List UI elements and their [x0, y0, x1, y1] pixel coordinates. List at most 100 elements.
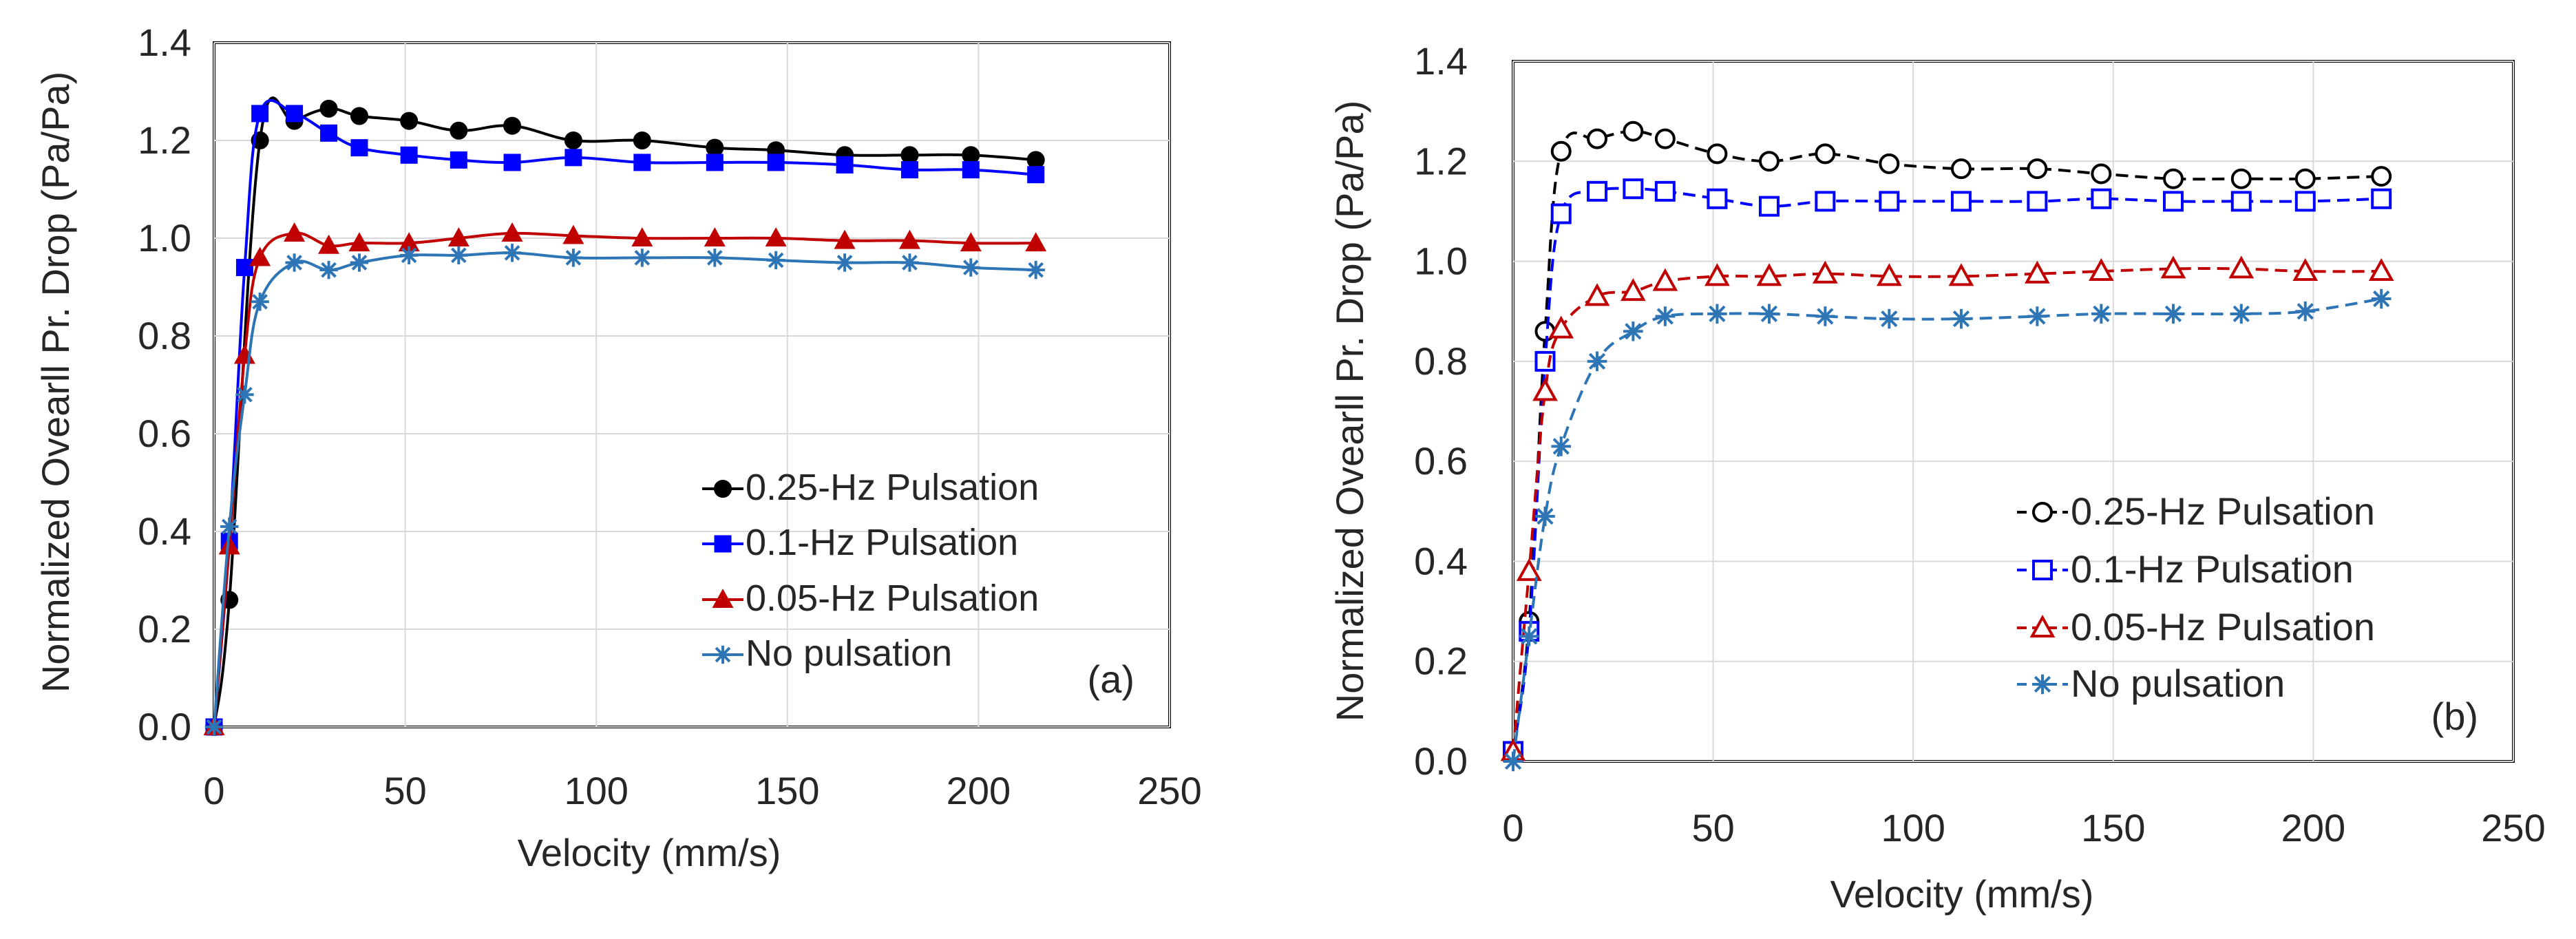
data-point-a-3-11	[633, 249, 652, 267]
data-point-a-2-12	[704, 227, 726, 247]
y-tick-label-b-0: 0.0	[1414, 739, 1468, 783]
data-point-b-2-9	[1812, 260, 1838, 284]
legend-swatch-b-2	[2017, 614, 2068, 637]
legend-entry-a-1: 0.1-Hz Pulsation	[702, 522, 1018, 563]
data-point-a-1-15	[900, 161, 918, 179]
legend-marker-b-1	[2032, 560, 2053, 580]
data-point-a-0-4	[319, 99, 338, 118]
data-point-b-0-9	[1815, 143, 1836, 165]
data-point-a-2-9	[501, 222, 523, 242]
data-point-b-3-11	[1951, 308, 1972, 329]
x-tick-label-b-4: 200	[2281, 806, 2345, 850]
data-point-a-3-13	[766, 251, 785, 270]
grid-b	[1512, 61, 2514, 762]
data-point-b-2-8	[1756, 263, 1782, 286]
data-point-b-1-3	[1550, 203, 1572, 224]
legend-marker-b-0	[2032, 502, 2053, 523]
data-point-a-1-3	[251, 105, 269, 123]
data-point-b-1-16	[2294, 191, 2316, 212]
legend-marker-a-3	[713, 645, 732, 664]
data-point-a-2-8	[447, 227, 469, 247]
x-tick-labels-a: 0 50 100 150 200 250	[203, 769, 1201, 812]
data-point-b-2-6	[1652, 268, 1678, 291]
y-tick-label-b-4: 0.8	[1414, 339, 1468, 383]
data-point-b-0-12	[2027, 158, 2048, 180]
data-point-a-2-17	[1025, 232, 1047, 252]
legend-label-a-2: 0.05-Hz Pulsation	[746, 578, 1039, 619]
data-point-b-2-13	[2089, 258, 2114, 282]
data-point-b-1-6	[1654, 180, 1676, 202]
data-point-a-1-16	[962, 161, 980, 179]
legend-label-b-2: 0.05-Hz Pulsation	[2071, 605, 2375, 648]
data-point-a-1-12	[706, 154, 724, 171]
data-point-a-3-17	[1026, 260, 1045, 279]
x-tick-label-a-2: 100	[564, 769, 628, 812]
data-point-a-3-16	[962, 258, 980, 277]
data-point-b-0-11	[1950, 158, 1972, 180]
data-point-a-0-8	[503, 116, 522, 135]
data-point-a-2-10	[562, 224, 584, 244]
data-point-b-3-9	[1815, 306, 1835, 326]
data-point-a-2-1	[218, 535, 240, 555]
y-tick-label-a-0: 0.0	[138, 705, 191, 748]
data-point-b-1-14	[2162, 191, 2184, 212]
data-point-b-1-15	[2230, 191, 2252, 212]
data-point-a-1-7	[400, 146, 418, 164]
data-point-a-3-10	[564, 249, 583, 267]
legend-marker-a-0	[714, 480, 732, 498]
data-point-a-3-9	[503, 244, 522, 262]
x-tick-label-a-3: 150	[755, 769, 819, 812]
x-tick-label-a-1: 50	[383, 769, 426, 812]
legend-entry-b-2: 0.05-Hz Pulsation	[2017, 605, 2375, 648]
data-point-b-3-17	[2371, 288, 2392, 309]
legend-swatch-a-2	[702, 589, 743, 609]
data-point-a-2-13	[765, 227, 787, 247]
data-point-b-0-10	[1879, 153, 1900, 174]
y-tick-label-b-2: 0.4	[1414, 539, 1468, 582]
data-point-b-0-17	[2371, 166, 2392, 187]
legend-label-a-0: 0.25-Hz Pulsation	[746, 467, 1039, 508]
legend-marker-a-2	[712, 589, 734, 609]
panel-label-b: (b)	[2431, 695, 2478, 738]
data-point-b-2-12	[2025, 260, 2050, 284]
data-point-b-0-15	[2230, 168, 2252, 189]
y-tick-label-a-7: 1.4	[138, 21, 191, 64]
legend-label-b-1: 0.1-Hz Pulsation	[2071, 547, 2354, 591]
data-point-b-3-1	[1519, 626, 1539, 646]
x-tick-label-a-4: 200	[947, 769, 1011, 812]
data-point-a-0-11	[706, 138, 724, 157]
data-point-b-3-7	[1707, 304, 1727, 324]
x-axis-label-b: Velocity (mm/s)	[1830, 872, 2094, 916]
data-point-b-2-1	[1516, 558, 1542, 581]
x-axis-label-a: Velocity (mm/s)	[518, 831, 781, 874]
data-point-b-2-2	[1532, 378, 1558, 401]
data-point-b-3-16	[2295, 301, 2316, 321]
y-tick-label-b-6: 1.2	[1414, 139, 1468, 182]
data-point-a-0-5	[350, 107, 368, 125]
series-group-a	[203, 96, 1047, 737]
plot-area-b	[1512, 60, 2515, 763]
x-tick-label-b-2: 100	[1881, 806, 1945, 850]
chart-panel-b: 0 50 100 150 200 250 0.0 0.2 0.4 0.6 0.8 1.0 1.2 1.4…	[1328, 39, 2546, 916]
data-point-b-0-13	[2091, 163, 2112, 184]
data-point-b-3-8	[1759, 304, 1780, 324]
data-point-b-2-7	[1704, 263, 1730, 286]
y-tick-labels-a: 0.0 0.2 0.4 0.6 0.8 1.0 1.2 1.4	[138, 21, 191, 748]
legend-marker-a-1	[714, 535, 732, 553]
data-point-a-3-8	[450, 246, 468, 265]
legend-a: 0.25-Hz Pulsation 0.1-Hz Pulsation 0.05-…	[702, 467, 1039, 674]
data-point-b-2-3	[1548, 315, 1574, 339]
data-point-b-3-6	[1655, 306, 1676, 326]
data-point-b-0-5	[1623, 120, 1644, 142]
data-point-a-1-11	[633, 154, 651, 171]
data-point-b-0-4	[1587, 128, 1608, 149]
data-point-a-2-3	[249, 246, 271, 266]
data-point-b-1-17	[2371, 188, 2392, 209]
legend-label-b-3: No pulsation	[2071, 662, 2285, 705]
data-point-a-1-13	[767, 154, 785, 171]
data-point-a-3-12	[706, 249, 724, 267]
data-point-a-1-17	[1027, 166, 1045, 184]
data-point-b-1-10	[1879, 191, 1900, 212]
y-tick-label-a-5: 1.0	[138, 216, 191, 260]
